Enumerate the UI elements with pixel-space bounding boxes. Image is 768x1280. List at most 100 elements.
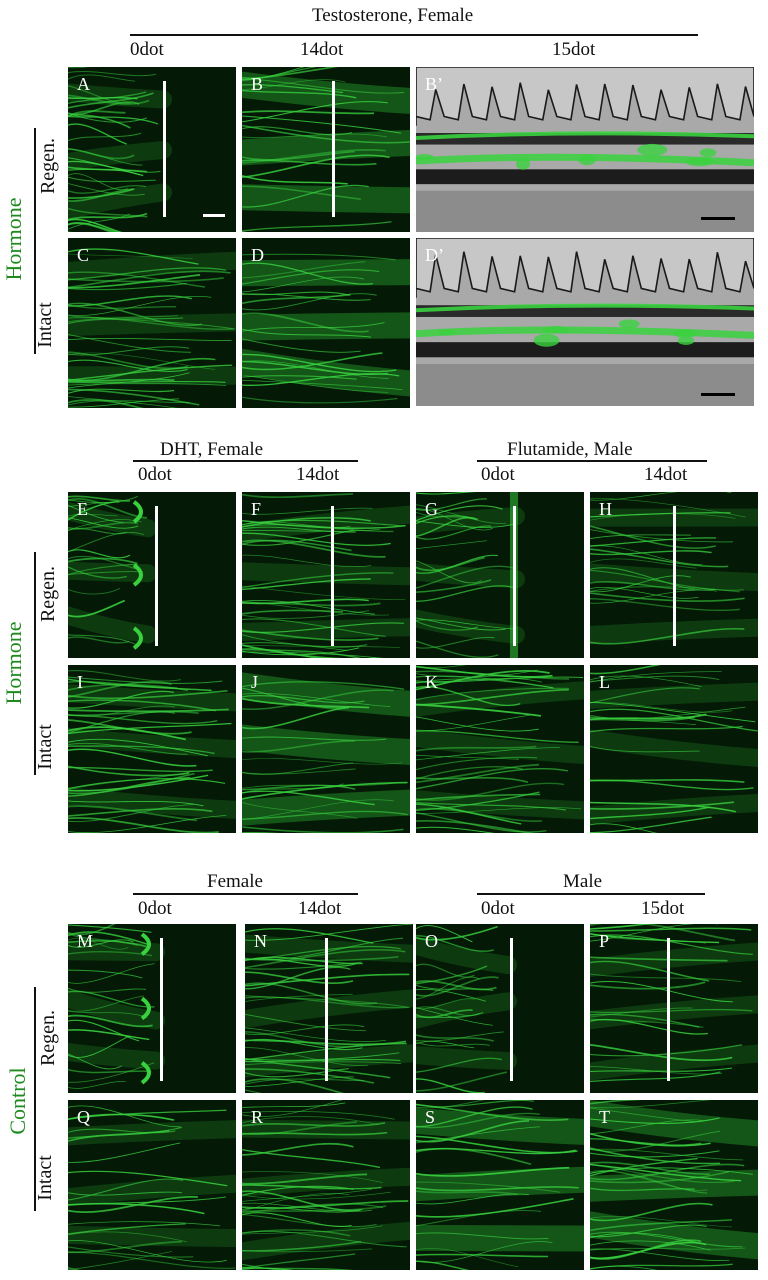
- micrograph: [416, 925, 517, 1093]
- timepoint-14dot: 14dot: [644, 464, 688, 485]
- amputation-line: [331, 506, 334, 646]
- panel-i: I: [68, 665, 236, 833]
- micrograph: [68, 495, 157, 650]
- panel-label: J: [251, 672, 259, 692]
- header-female: Female: [207, 871, 263, 892]
- header-male: Male: [563, 871, 603, 892]
- amputation-line: [513, 506, 516, 646]
- panel-g: G: [416, 492, 584, 658]
- micrograph: [416, 492, 525, 658]
- micrograph: [68, 670, 236, 833]
- micrograph: [245, 924, 413, 1093]
- micrograph: [242, 493, 410, 658]
- panel-label: T: [599, 1107, 610, 1127]
- panel-label: M: [77, 931, 94, 951]
- panel-label: H: [599, 499, 612, 519]
- panel-label: E: [77, 499, 88, 519]
- panel-label: C: [77, 245, 90, 265]
- side-divider: [34, 987, 36, 1211]
- panel-label: A: [77, 74, 90, 94]
- panel-k: K: [416, 665, 584, 833]
- panel-t: T: [590, 1100, 758, 1270]
- amputation-line: [160, 938, 163, 1081]
- panel-e: E: [68, 492, 236, 658]
- panel-label: L: [599, 672, 610, 692]
- side-label-control: Control: [5, 1067, 30, 1135]
- panel-d-prime: D’: [416, 238, 754, 406]
- panel-n: N: [245, 924, 413, 1093]
- panel-label: B’: [425, 74, 443, 94]
- timepoint-14dot: 14dot: [300, 39, 344, 60]
- panel-j: J: [242, 665, 410, 833]
- micrograph: [416, 665, 584, 833]
- panel-s: S: [416, 1100, 584, 1270]
- timepoint-15dot: 15dot: [552, 39, 596, 60]
- micrograph: [590, 665, 758, 833]
- micrograph: [416, 1100, 584, 1270]
- timepoint-0dot: 0dot: [481, 464, 515, 485]
- micrograph: [68, 67, 172, 232]
- panel-f: F: [242, 492, 410, 658]
- panel-label: P: [599, 931, 610, 951]
- side-label-intact: Intact: [34, 302, 56, 348]
- panel-b: B: [242, 67, 410, 232]
- micrograph: [68, 248, 236, 408]
- header-dht-female: DHT, Female: [160, 439, 264, 460]
- timepoint-0dot: 0dot: [130, 39, 164, 60]
- side-label-intact: Intact: [34, 1155, 56, 1201]
- header-underline: [133, 460, 358, 462]
- panel-label: S: [425, 1107, 436, 1127]
- scale-bar: [701, 217, 735, 220]
- panel-m: M: [68, 924, 236, 1093]
- panel-label: G: [425, 499, 438, 519]
- panel-label: D’: [425, 245, 444, 265]
- side-label-regen: Regen.: [37, 1009, 59, 1067]
- side-label-regen: Regen.: [37, 137, 59, 195]
- header-underline: [133, 893, 358, 895]
- amputation-line: [163, 81, 166, 217]
- panel-o: O: [416, 924, 584, 1093]
- panel-a: A: [68, 67, 236, 232]
- header-underline: [477, 893, 705, 895]
- amputation-line: [667, 938, 670, 1081]
- panel-b-prime: B’: [416, 67, 754, 232]
- panel-c: C: [68, 238, 236, 408]
- timepoint-0dot: 0dot: [481, 898, 515, 919]
- micrograph: [416, 238, 754, 406]
- panel-l: L: [590, 665, 758, 833]
- panel-label: R: [251, 1107, 264, 1127]
- panel-label: F: [251, 499, 262, 519]
- header-testosterone-female: Testosterone, Female: [312, 5, 474, 26]
- side-label-hormone: Hormone: [1, 621, 26, 705]
- timepoint-14dot: 14dot: [298, 898, 342, 919]
- scale-bar: [203, 214, 225, 217]
- panel-r: R: [242, 1100, 410, 1270]
- side-label-intact: Intact: [34, 724, 56, 770]
- micrograph: [590, 1100, 758, 1270]
- header-flutamide-male: Flutamide, Male: [507, 439, 633, 460]
- timepoint-0dot: 0dot: [138, 898, 172, 919]
- micrograph: [416, 67, 754, 232]
- panel-label: B: [251, 74, 264, 94]
- timepoint-0dot: 0dot: [138, 464, 172, 485]
- panel-label: Q: [77, 1107, 90, 1127]
- panel-label: I: [77, 672, 83, 692]
- side-divider: [34, 552, 36, 775]
- amputation-line: [332, 81, 335, 217]
- micrograph: [68, 1105, 236, 1270]
- header-underline: [130, 34, 698, 36]
- panel-q: Q: [68, 1100, 236, 1270]
- panel-label: D: [251, 245, 264, 265]
- micrograph: [68, 924, 165, 1089]
- amputation-line: [510, 938, 513, 1081]
- micrograph: [590, 924, 758, 1083]
- header-underline: [477, 460, 707, 462]
- micrograph: [242, 253, 410, 404]
- panel-d: D: [242, 238, 410, 408]
- panel-label: N: [254, 931, 267, 951]
- panel-h: H: [590, 492, 758, 658]
- side-divider: [34, 128, 36, 354]
- panel-p: P: [590, 924, 758, 1093]
- panel-label: O: [425, 931, 438, 951]
- micrograph: [242, 1100, 410, 1270]
